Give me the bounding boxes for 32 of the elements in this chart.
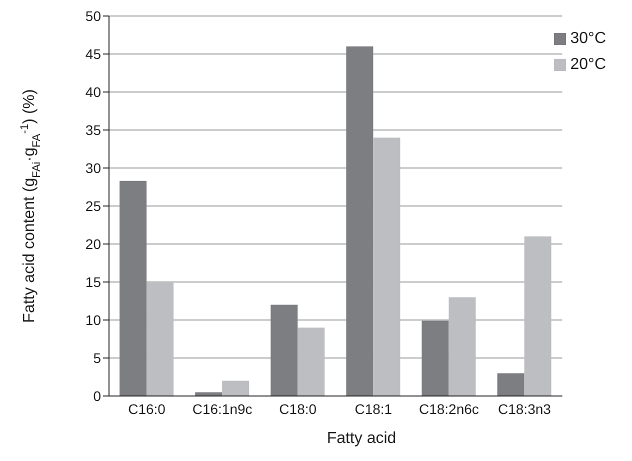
y-tick-label: 0 <box>93 388 102 404</box>
y-tick-label: 5 <box>93 350 102 366</box>
bar <box>346 46 374 396</box>
bar <box>270 304 298 396</box>
x-tick-label: C16:1n9c <box>192 400 252 417</box>
bar <box>298 328 325 396</box>
bar <box>195 392 222 396</box>
y-tick-label: 30 <box>85 160 102 176</box>
x-tick-label: C18:3n3 <box>498 400 552 417</box>
y-tick-label: 40 <box>85 84 102 100</box>
bar <box>373 138 400 396</box>
legend-label: 20°C <box>570 55 606 75</box>
legend-label: 30°C <box>570 29 606 49</box>
bar <box>222 380 250 396</box>
bar <box>422 320 449 396</box>
x-axis-title: Fatty acid <box>326 430 396 447</box>
y-tick-label: 35 <box>85 122 102 138</box>
y-tick-label: 10 <box>85 312 102 328</box>
x-tick-label: C16:0 <box>128 400 166 417</box>
y-tick-label: 15 <box>85 274 102 290</box>
x-tick-label: C18:1 <box>354 400 392 417</box>
bar <box>448 297 476 396</box>
bar <box>524 236 552 396</box>
bar <box>146 282 174 396</box>
bar <box>120 180 147 396</box>
y-tick-label: 25 <box>85 198 102 214</box>
x-tick-label: C18:2n6c <box>418 400 479 417</box>
y-tick-label: 45 <box>85 46 102 62</box>
y-tick-label: 50 <box>85 8 102 24</box>
x-tick-label: C18:0 <box>279 400 317 417</box>
y-tick-label: 20 <box>85 236 102 252</box>
bar <box>497 373 524 396</box>
